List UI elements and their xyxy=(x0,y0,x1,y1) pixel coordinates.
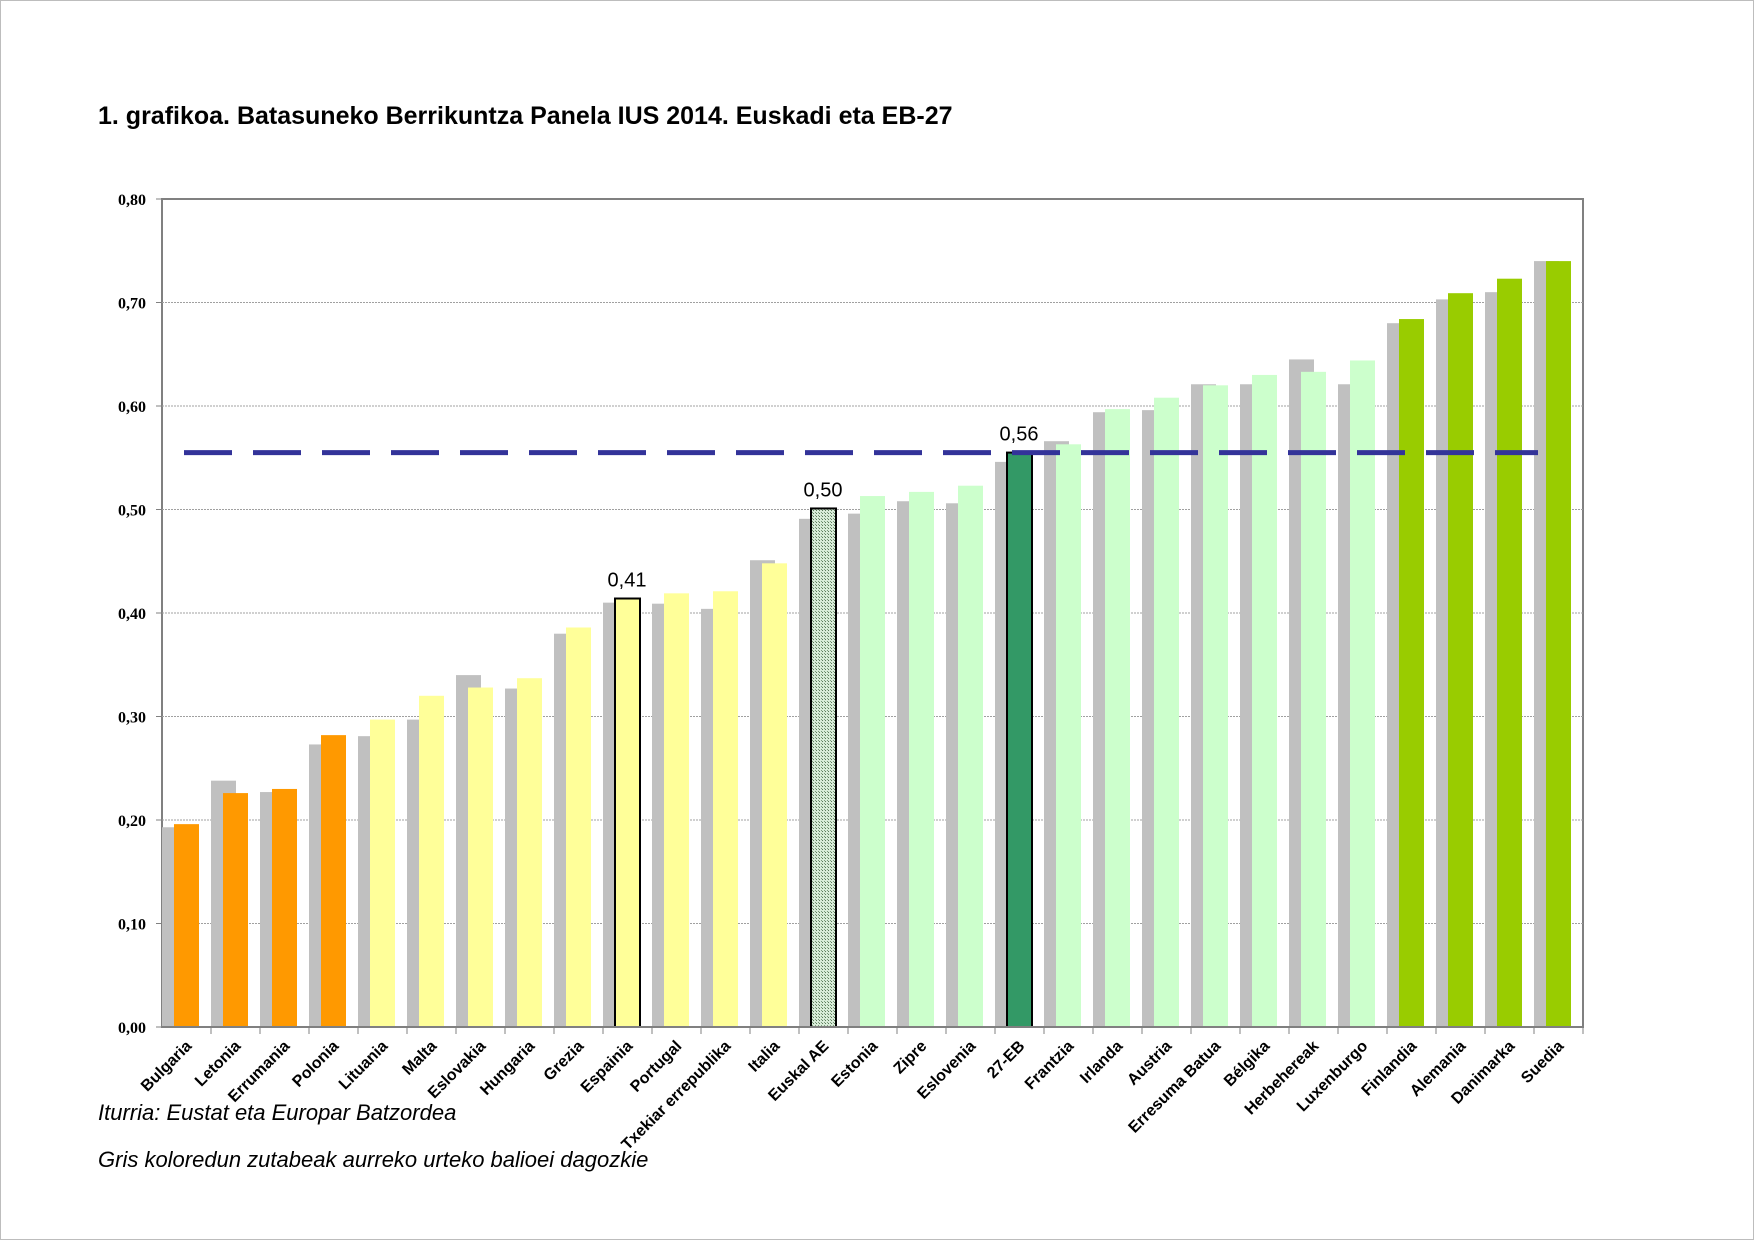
bar-current-year xyxy=(370,719,395,1027)
bar-current-year xyxy=(664,593,689,1027)
x-tick-label: Estonia xyxy=(828,1038,881,1091)
bar-current-year xyxy=(1350,360,1375,1028)
y-tick-label: 0,60 xyxy=(118,399,146,416)
bar-current-year xyxy=(958,485,983,1027)
y-tick-label: 0,30 xyxy=(118,710,146,727)
bar-current-year xyxy=(860,496,885,1027)
bar-current-year xyxy=(1497,278,1522,1027)
x-tick-label: Suedia xyxy=(1518,1038,1567,1087)
bar-current-year xyxy=(566,627,591,1027)
grey-bars-note: Gris koloredun zutabeak aurreko urteko b… xyxy=(98,1147,649,1172)
x-tick-label: Espainia xyxy=(578,1038,637,1097)
bar-current-year xyxy=(810,507,837,1028)
bar-current-year xyxy=(909,491,934,1027)
x-tick-label: Hungaria xyxy=(477,1038,538,1099)
x-tick-label: Grezia xyxy=(541,1038,588,1085)
bar-current-year xyxy=(321,735,346,1027)
bar-current-year xyxy=(1301,371,1326,1028)
bar-current-year xyxy=(762,563,787,1027)
bar-current-year xyxy=(272,788,297,1027)
data-label: 0,50 xyxy=(804,479,843,501)
y-tick-label: 0,00 xyxy=(118,1020,146,1037)
bar-current-year xyxy=(517,678,542,1027)
bar-current-year xyxy=(468,687,493,1027)
x-tick-label: Bulgaria xyxy=(138,1038,195,1095)
bar-current-year xyxy=(1448,293,1473,1027)
bar-current-year xyxy=(1203,385,1228,1027)
bar-current-year xyxy=(1006,451,1033,1028)
bar-current-year xyxy=(223,793,248,1027)
x-tick-label: Lituania xyxy=(336,1038,391,1093)
chart-title: 1. grafikoa. Batasuneko Berrikuntza Pane… xyxy=(98,102,953,130)
bar-current-year xyxy=(713,591,738,1027)
data-label: 0,56 xyxy=(1000,424,1039,446)
bar-current-year xyxy=(1399,319,1424,1027)
y-tick-label: 0,10 xyxy=(118,917,146,934)
data-label: 0,41 xyxy=(608,570,647,592)
bar-current-year xyxy=(1546,261,1571,1028)
bar-current-year xyxy=(614,597,641,1028)
bar-current-year xyxy=(1105,409,1130,1028)
y-tick-label: 0,80 xyxy=(118,192,146,209)
x-tick-label: Polonia xyxy=(289,1038,342,1091)
bar-current-year xyxy=(174,824,199,1027)
x-tick-label: Italia xyxy=(746,1038,784,1076)
bar-current-year xyxy=(1154,397,1179,1028)
bar-current-year xyxy=(1056,444,1081,1027)
x-tick-label: Irlanda xyxy=(1077,1038,1126,1087)
bar-current-year xyxy=(1252,374,1277,1027)
x-tick-label: Malta xyxy=(399,1038,440,1079)
x-tick-label: Erresuma Batua xyxy=(1126,1038,1225,1137)
x-tick-label: 27-EB xyxy=(984,1038,1028,1082)
y-tick-label: 0,40 xyxy=(118,606,146,623)
source-note: Iturria: Eustat eta Europar Batzordea xyxy=(98,1100,457,1125)
y-tick-label: 0,50 xyxy=(118,503,146,520)
x-tick-label: Zipre xyxy=(891,1038,931,1078)
x-tick-label: Frantzia xyxy=(1022,1038,1077,1093)
y-tick-label: 0,70 xyxy=(118,296,146,313)
y-tick-label: 0,20 xyxy=(118,813,146,830)
bar-current-year xyxy=(419,695,444,1027)
